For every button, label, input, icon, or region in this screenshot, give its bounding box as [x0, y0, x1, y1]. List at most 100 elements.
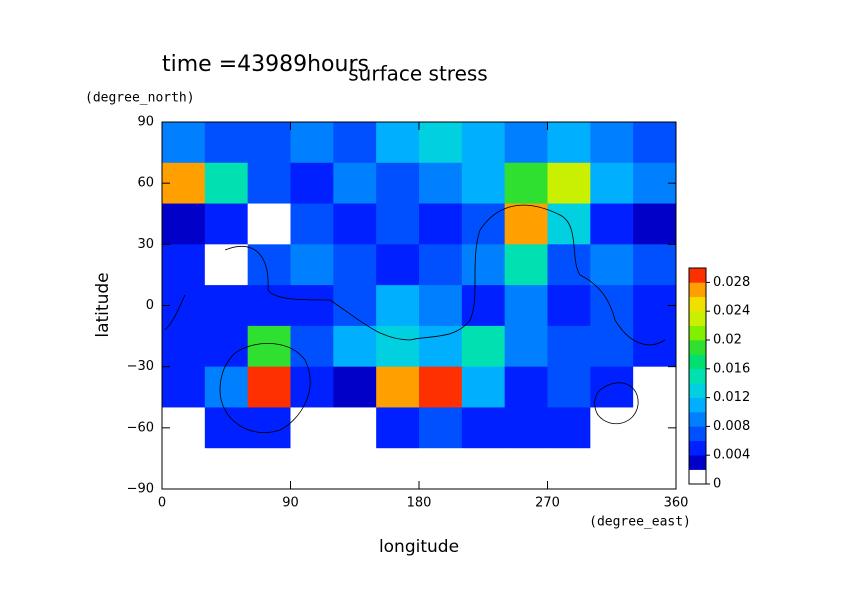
colorbar-swatch: [689, 455, 706, 470]
cell: [376, 162, 420, 205]
cell: [547, 407, 591, 449]
x-tick-label: 360: [664, 496, 689, 511]
cell: [419, 122, 463, 164]
y-tick-label: 0: [146, 298, 154, 313]
x-units: (degree_east): [589, 515, 691, 530]
cell: [333, 325, 377, 368]
colorbar-tick-label: 0.012: [713, 390, 750, 405]
cell: [204, 448, 249, 490]
cell: [633, 203, 677, 245]
cell: [247, 448, 291, 490]
colorbar-tick-label: 0.028: [713, 275, 750, 290]
cell: [162, 244, 206, 286]
cell: [333, 244, 377, 286]
cell: [162, 122, 206, 164]
cell: [504, 407, 548, 449]
cell: [633, 325, 677, 368]
cell: [504, 325, 548, 368]
cell: [461, 203, 506, 245]
cell: [247, 325, 291, 368]
cell: [590, 203, 634, 245]
cell: [290, 366, 334, 408]
cell: [419, 325, 463, 368]
cell: [547, 244, 591, 286]
x-tick-label: 180: [407, 496, 432, 511]
y-units: (degree_north): [85, 91, 195, 106]
cell: [247, 162, 291, 205]
colorbar-swatch: [689, 397, 706, 413]
field: [162, 122, 677, 490]
x-tick-label: 270: [535, 496, 560, 511]
cell: [204, 244, 249, 286]
cell: [547, 448, 591, 490]
colorbar-swatch: [689, 311, 706, 326]
cell: [376, 407, 420, 449]
cell: [376, 448, 420, 490]
cell: [333, 407, 377, 449]
cell: [504, 285, 548, 327]
coastline: [224, 204, 666, 346]
cell: [504, 366, 548, 408]
colorbar-swatch: [689, 368, 706, 384]
colorbar-swatch: [689, 268, 706, 283]
colorbar-tick-label: 0.008: [713, 419, 750, 434]
cell: [461, 407, 506, 449]
y-tick-label: −90: [127, 482, 154, 497]
cell: [204, 366, 249, 408]
cell: [376, 122, 420, 164]
colorbar-swatch: [689, 440, 706, 456]
cell: [419, 203, 463, 245]
cell: [247, 407, 291, 449]
cell: [419, 407, 463, 449]
cell: [376, 285, 420, 327]
cell: [204, 325, 249, 368]
cell: [162, 325, 206, 368]
cell: [590, 325, 634, 368]
cell: [204, 285, 249, 327]
cell: [419, 285, 463, 327]
x-tick-label: 0: [158, 496, 166, 511]
cell: [247, 244, 291, 286]
cell: [419, 448, 463, 490]
cell: [547, 162, 591, 205]
cell: [461, 325, 506, 368]
cell: [290, 122, 334, 164]
cell: [204, 203, 249, 245]
cell: [162, 366, 206, 408]
cell: [547, 122, 591, 164]
cell: [290, 244, 334, 286]
y-tick-label: 30: [137, 237, 154, 252]
cell: [590, 285, 634, 327]
cell: [461, 162, 506, 205]
colorbar-swatch: [689, 282, 706, 298]
cell: [333, 122, 377, 164]
cell: [504, 244, 548, 286]
cell: [461, 122, 506, 164]
cell: [247, 366, 291, 408]
cell: [376, 366, 420, 408]
cell: [204, 407, 249, 449]
colorbar-swatch: [689, 383, 706, 398]
cell: [419, 366, 463, 408]
cell: [633, 244, 677, 286]
cell: [333, 448, 377, 490]
cell: [376, 325, 420, 368]
cell: [633, 366, 677, 408]
colorbar-tick-label: 0.024: [713, 304, 750, 319]
cell: [162, 203, 206, 245]
cell: [204, 122, 249, 164]
cell: [461, 244, 506, 286]
cell: [590, 122, 634, 164]
colorbar-swatch: [689, 426, 706, 442]
cell: [461, 448, 506, 490]
colorbar-frame: [688, 267, 707, 485]
cell: [461, 366, 506, 408]
colorbar-swatch: [689, 340, 706, 355]
colorbar-tick-label: 0.016: [713, 361, 750, 376]
cell: [590, 366, 634, 408]
y-tick-label: 90: [137, 115, 154, 130]
y-axis-label: latitude: [93, 272, 113, 337]
colorbar-swatch: [689, 469, 706, 485]
cell: [333, 162, 377, 205]
